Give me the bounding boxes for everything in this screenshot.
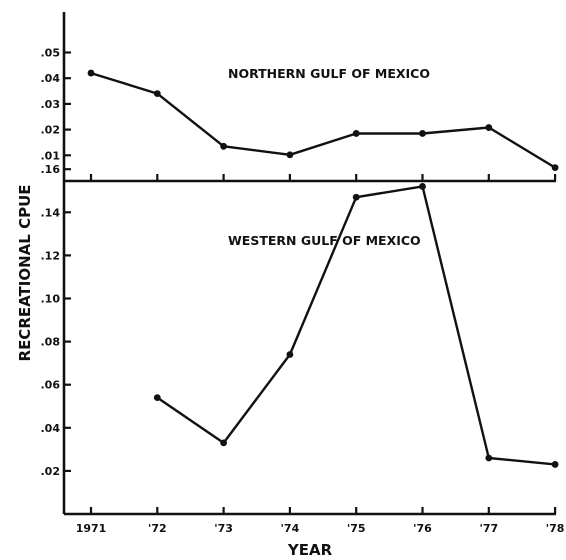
western-y-tick-label: .10	[41, 293, 61, 306]
northern-data-point	[485, 124, 493, 131]
northern-data-point	[352, 130, 360, 137]
shared-x-axis: 1971 '72 '73 '74 '75 '76 '77 '78	[64, 174, 564, 535]
x-axis-title: YEAR	[287, 541, 333, 559]
northern-y-tick-label: .01	[41, 149, 61, 162]
western-y-tick-label: .14	[41, 206, 61, 219]
northern-y-tick-label: .04	[41, 72, 61, 85]
northern-y-tick-label: .03	[41, 98, 61, 111]
northern-data-point	[286, 151, 294, 159]
western-data-point	[551, 461, 559, 468]
x-tick-label: '74	[281, 522, 300, 535]
northern-data-point	[419, 130, 426, 137]
northern-data-point	[551, 164, 559, 172]
x-tick-label: '77	[479, 522, 498, 535]
northern-y-tick-label: .05	[41, 47, 61, 60]
western-data-point	[419, 183, 426, 190]
y-axis-title: RECREATIONAL CPUE	[16, 185, 34, 362]
western-data-point	[153, 394, 161, 402]
western-gulf-panel: WESTERN GULF OF MEXICO .02 .04 .06 .08 .10 .12…	[41, 163, 559, 478]
x-tick-label: '75	[347, 522, 366, 535]
northern-series-line	[90, 71, 556, 169]
western-data-point	[286, 351, 294, 358]
northern-gulf-panel: NORTHERN GULF OF MEXICO .01 .02 .03 .04 .05	[41, 47, 559, 172]
x-tick-label: '76	[413, 522, 432, 535]
northern-data-point	[153, 90, 161, 98]
western-y-tick-label: .16	[41, 163, 61, 176]
x-tick-label: '78	[546, 522, 565, 535]
western-y-tick-label: .08	[41, 336, 61, 349]
northern-data-point	[87, 69, 95, 77]
western-y-tick-label: .12	[41, 249, 61, 262]
western-series-line	[156, 185, 556, 466]
western-data-point	[220, 439, 228, 447]
western-y-tick-label: .06	[41, 379, 61, 392]
x-tick-label: '73	[214, 522, 233, 535]
northern-data-point	[220, 142, 228, 150]
northern-panel-title: NORTHERN GULF OF MEXICO	[228, 66, 430, 81]
western-y-tick-label: .04	[41, 422, 61, 435]
x-tick-label: '72	[148, 522, 167, 535]
northern-y-tick-label: .02	[41, 124, 61, 137]
western-data-point	[485, 454, 493, 462]
western-data-point	[352, 193, 360, 201]
western-y-tick-label: .02	[41, 465, 61, 478]
x-tick-label: 1971	[76, 522, 107, 535]
western-panel-title: WESTERN GULF OF MEXICO	[228, 233, 421, 248]
